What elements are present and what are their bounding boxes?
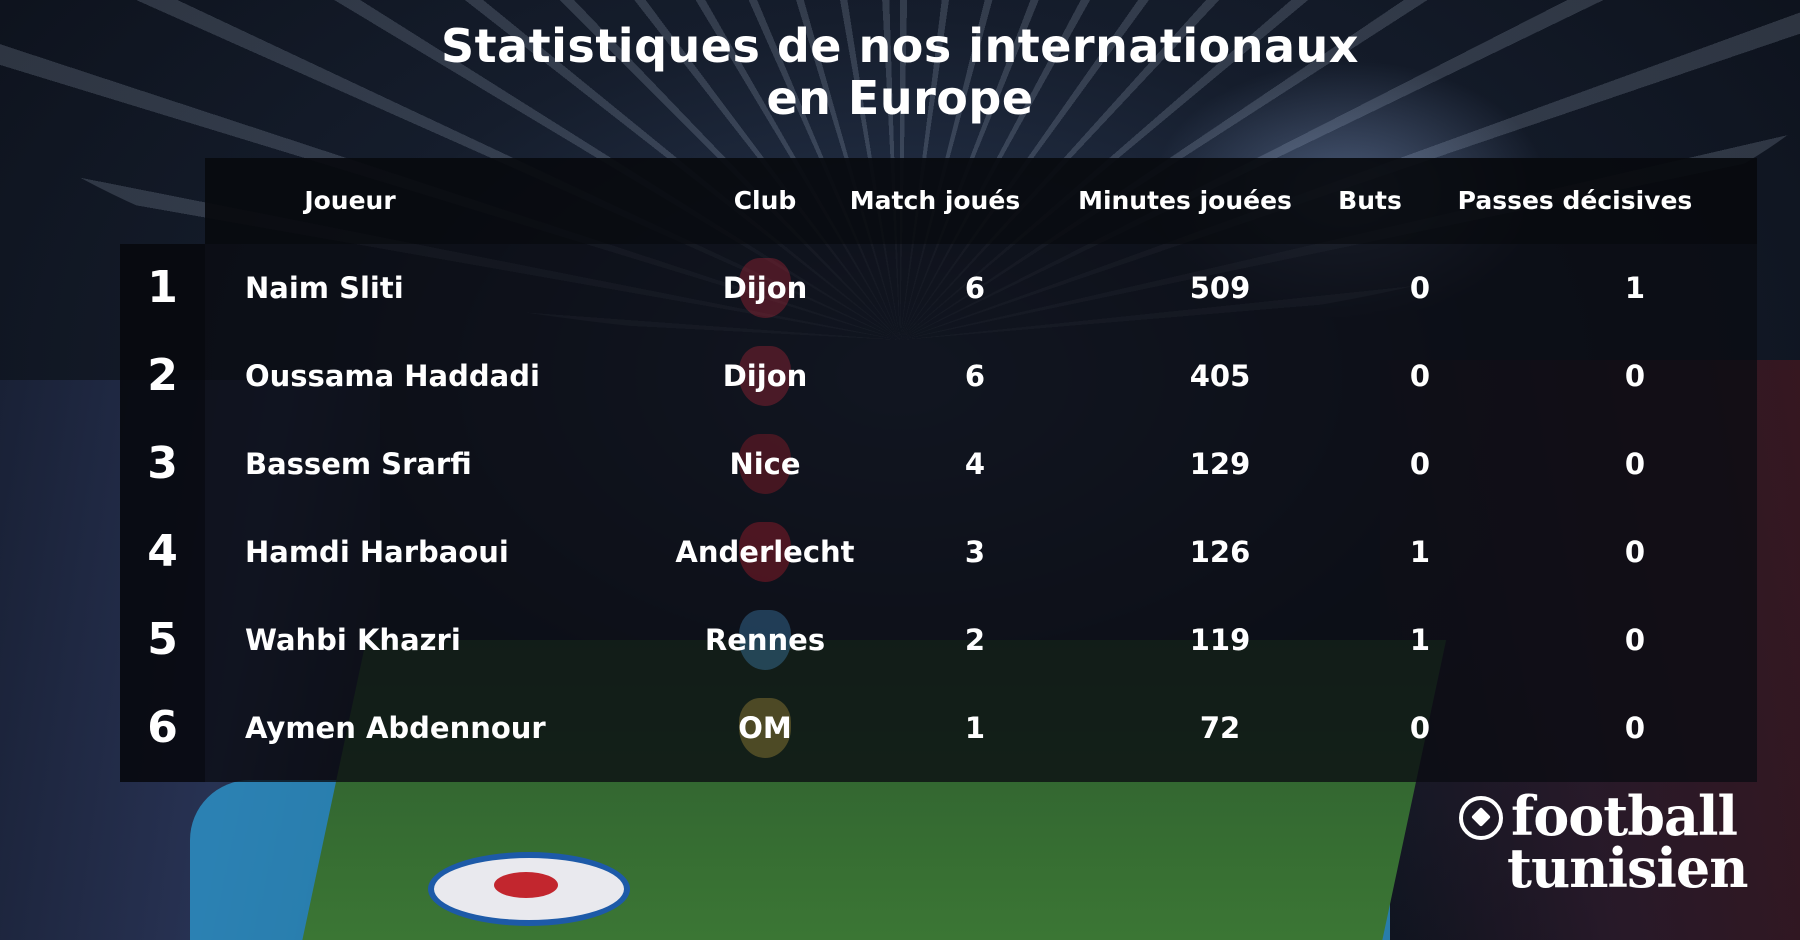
assists-value: 1 xyxy=(1624,271,1646,305)
club-cell: Dijon xyxy=(650,244,880,332)
table-row: 3 Bassem Srarfi Nice 4 129 0 0 xyxy=(120,420,1757,508)
table-row: 4 Hamdi Harbaoui Anderlecht 3 126 1 0 xyxy=(120,508,1757,596)
goals-value: 0 xyxy=(1409,271,1431,305)
rank-number: 5 xyxy=(147,614,178,665)
football-tunisien-logo: football tunisien xyxy=(1455,784,1755,912)
assists-value: 0 xyxy=(1624,535,1646,569)
club-name: Anderlecht xyxy=(675,535,855,569)
football-icon xyxy=(1459,796,1503,840)
club-crest-icon xyxy=(739,258,791,318)
club-name: Dijon xyxy=(722,271,808,305)
header-club: Club xyxy=(733,186,797,215)
header-minutes: Minutes jouées xyxy=(1078,186,1292,215)
header-assists: Passes décisives xyxy=(1457,186,1693,215)
goals-value: 1 xyxy=(1409,535,1431,569)
title-line-2: en Europe xyxy=(766,71,1034,125)
page-title: Statistiques de nos internationaux en Eu… xyxy=(0,20,1800,124)
minutes-value: 129 xyxy=(1189,447,1251,481)
club-crest-icon xyxy=(739,434,791,494)
table-header-panel xyxy=(205,158,1757,244)
assists-value: 0 xyxy=(1624,447,1646,481)
title-line-1: Statistiques de nos internationaux xyxy=(441,19,1359,73)
center-emblem xyxy=(428,852,630,926)
minutes-value: 509 xyxy=(1189,271,1251,305)
player-name: Wahbi Khazri xyxy=(245,623,461,657)
player-name: Oussama Haddadi xyxy=(245,359,540,393)
table-row: 2 Oussama Haddadi Dijon 6 405 0 0 xyxy=(120,332,1757,420)
club-crest-icon xyxy=(739,522,791,582)
rank-number: 4 xyxy=(147,526,178,577)
club-name: OM xyxy=(738,711,792,745)
player-name: Hamdi Harbaoui xyxy=(245,535,509,569)
club-name: Dijon xyxy=(722,359,808,393)
club-name: Nice xyxy=(729,447,801,481)
table-body-panel xyxy=(120,244,1757,782)
club-cell: Anderlecht xyxy=(650,508,880,596)
assists-value: 0 xyxy=(1624,711,1646,745)
table-row: 1 Naim Sliti Dijon 6 509 0 1 xyxy=(120,244,1757,332)
club-cell: OM xyxy=(650,684,880,772)
club-name: Rennes xyxy=(704,623,826,657)
club-cell: Dijon xyxy=(650,332,880,420)
minutes-value: 72 xyxy=(1199,711,1241,745)
minutes-value: 126 xyxy=(1189,535,1251,569)
matches-value: 4 xyxy=(964,447,986,481)
rank-number: 3 xyxy=(147,438,178,489)
rank-number: 2 xyxy=(147,350,178,401)
club-crest-icon xyxy=(739,610,791,670)
player-name: Naim Sliti xyxy=(245,271,404,305)
matches-value: 2 xyxy=(964,623,986,657)
minutes-value: 119 xyxy=(1189,623,1251,657)
matches-value: 1 xyxy=(964,711,986,745)
goals-value: 0 xyxy=(1409,711,1431,745)
matches-value: 6 xyxy=(964,359,986,393)
goals-value: 1 xyxy=(1409,623,1431,657)
rank-number: 1 xyxy=(147,262,178,313)
table-row: 5 Wahbi Khazri Rennes 2 119 1 0 xyxy=(120,596,1757,684)
club-cell: Nice xyxy=(650,420,880,508)
header-player: Joueur xyxy=(304,186,396,215)
header-goals: Buts xyxy=(1338,186,1402,215)
assists-value: 0 xyxy=(1624,359,1646,393)
goals-value: 0 xyxy=(1409,447,1431,481)
club-crest-icon xyxy=(739,698,791,758)
table-row: 6 Aymen Abdennour OM 1 72 0 0 xyxy=(120,684,1757,772)
player-name: Aymen Abdennour xyxy=(245,711,546,745)
player-name: Bassem Srarfi xyxy=(245,447,472,481)
assists-value: 0 xyxy=(1624,623,1646,657)
club-cell: Rennes xyxy=(650,596,880,684)
club-crest-icon xyxy=(739,346,791,406)
rank-number: 6 xyxy=(147,702,178,753)
goals-value: 0 xyxy=(1409,359,1431,393)
logo-line-1: football xyxy=(1511,784,1738,848)
matches-value: 6 xyxy=(964,271,986,305)
rank-column xyxy=(120,244,205,782)
matches-value: 3 xyxy=(964,535,986,569)
minutes-value: 405 xyxy=(1189,359,1251,393)
header-matches: Match joués xyxy=(849,186,1021,215)
logo-line-2: tunisien xyxy=(1507,836,1749,900)
